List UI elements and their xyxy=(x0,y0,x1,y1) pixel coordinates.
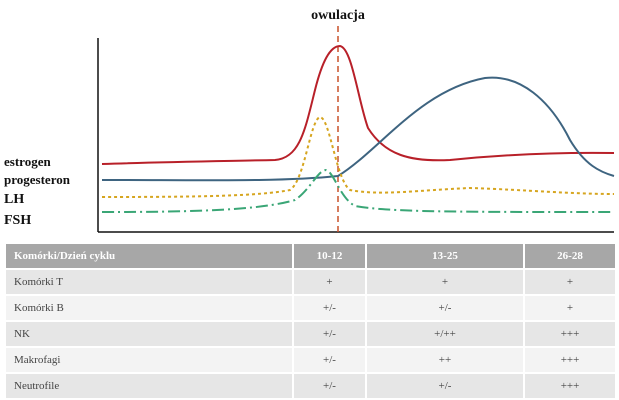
cell-name: NK xyxy=(6,322,294,348)
table-row: NK +/- +/++ +++ xyxy=(6,322,617,348)
cell-value: +/- xyxy=(294,296,367,322)
label-progesteron: progesteron xyxy=(4,172,71,187)
cell-value: +/++ xyxy=(367,322,525,348)
cell-name: Komórki T xyxy=(6,270,294,296)
cell-value: +/- xyxy=(367,374,525,400)
cell-value: ++ xyxy=(367,348,525,374)
table-row: Komórki T + + + xyxy=(6,270,617,296)
cell-value: +/- xyxy=(294,348,367,374)
cell-value: +++ xyxy=(525,322,617,348)
cell-name: Komórki B xyxy=(6,296,294,322)
cell-value: +++ xyxy=(525,348,617,374)
table-header-row: Komórki/Dzień cyklu 10-12 13-25 26-28 xyxy=(6,244,617,270)
header-day-10-12: 10-12 xyxy=(294,244,367,270)
cell-value: +/- xyxy=(367,296,525,322)
table-row: Neutrofile +/- +/- +++ xyxy=(6,374,617,400)
cell-value: +/- xyxy=(294,322,367,348)
cell-name: Makrofagi xyxy=(6,348,294,374)
cell-value: + xyxy=(525,296,617,322)
fsh-curve xyxy=(101,168,615,213)
cell-value: + xyxy=(294,270,367,296)
cell-name: Neutrofile xyxy=(6,374,294,400)
table-row: Komórki B +/- +/- + xyxy=(6,296,617,322)
table-row: Makrofagi +/- ++ +++ xyxy=(6,348,617,374)
immune-cells-table: Komórki/Dzień cyklu 10-12 13-25 26-28 Ko… xyxy=(6,244,617,400)
cell-value: +++ xyxy=(525,374,617,400)
progesteron-curve xyxy=(101,76,615,182)
ovulation-label: owulacja xyxy=(311,8,365,23)
lh-curve xyxy=(101,115,615,198)
label-fsh: FSH xyxy=(4,213,31,228)
hormone-cycle-chart: owulacja estrogen progesteron LH FSH xyxy=(4,8,615,233)
header-day-13-25: 13-25 xyxy=(367,244,525,270)
label-lh: LH xyxy=(4,192,24,207)
header-cells: Komórki/Dzień cyklu xyxy=(6,244,294,270)
header-day-26-28: 26-28 xyxy=(525,244,617,270)
cell-value: + xyxy=(367,270,525,296)
estrogen-curve xyxy=(101,44,615,165)
label-estrogen: estrogen xyxy=(4,154,51,169)
cell-value: +/- xyxy=(294,374,367,400)
cell-value: + xyxy=(525,270,617,296)
